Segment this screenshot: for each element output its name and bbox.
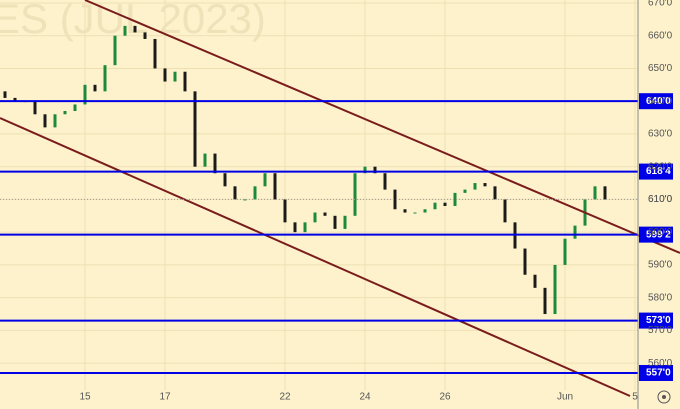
candle: [423, 209, 427, 213]
y-tick-label: 610'0: [648, 194, 673, 205]
candle: [203, 153, 207, 167]
settings-icon: [662, 395, 666, 399]
candle: [283, 199, 287, 223]
candle: [373, 166, 377, 174]
candle: [553, 264, 557, 315]
candle: [213, 153, 217, 174]
candle: [233, 186, 237, 200]
candle: [273, 173, 277, 200]
candle: [443, 202, 447, 206]
y-tick-label: 630'0: [648, 129, 673, 140]
candle: [243, 199, 247, 201]
level-box: [639, 364, 673, 381]
candle: [103, 65, 107, 92]
candle: [303, 222, 307, 233]
candle: [483, 183, 487, 187]
level-box: [639, 312, 673, 329]
candle: [323, 212, 327, 216]
y-tick-label: 640'0: [648, 96, 673, 107]
candle: [563, 238, 567, 265]
candle: [393, 189, 397, 210]
candle: [433, 202, 437, 210]
y-tick-label: 660'0: [648, 30, 673, 41]
level-box: [639, 163, 673, 180]
candle: [493, 186, 497, 200]
candle: [173, 71, 177, 82]
candle: [573, 225, 577, 239]
candle: [543, 287, 547, 315]
candle: [143, 32, 147, 39]
last-price-label: 610'0: [648, 194, 673, 205]
y-tick-label: 670'0: [648, 0, 673, 9]
candle: [193, 91, 197, 167]
settings-button[interactable]: [657, 390, 671, 404]
candle: [473, 183, 477, 190]
candle: [123, 25, 127, 36]
candle: [183, 71, 187, 92]
candle: [403, 209, 407, 213]
y-tick-label: 620'0: [648, 161, 673, 172]
candle: [463, 189, 467, 193]
candle: [3, 91, 7, 98]
y-tick-label: 590'0: [648, 260, 673, 271]
x-tick-label: 5: [632, 392, 638, 403]
candle: [503, 199, 507, 223]
candle: [603, 186, 607, 200]
x-tick-label: 26: [439, 392, 451, 403]
y-tick-label: 600'0: [648, 227, 673, 238]
channel-lower: [0, 117, 631, 397]
levels: 610'0 640'0 618'4 599'2 573'0 557'0: [0, 93, 680, 381]
candle: [113, 35, 117, 66]
x-tick-label: 15: [79, 392, 91, 403]
channel-upper: [84, 0, 680, 254]
candle: [363, 166, 367, 174]
y-tick-label: 650'0: [648, 63, 673, 74]
candle: [383, 173, 387, 190]
candle: [93, 84, 97, 92]
candle: [593, 186, 597, 200]
candle: [43, 114, 47, 128]
candle: [253, 186, 257, 200]
x-tick-label: 22: [279, 392, 291, 403]
candle: [353, 173, 357, 216]
last-price-box: [639, 191, 680, 208]
x-tick-label: 17: [159, 392, 171, 403]
x-tick-label: 24: [359, 392, 371, 403]
level-box: [639, 226, 673, 243]
candle: [523, 248, 527, 275]
candle: [413, 212, 417, 214]
candle: [73, 104, 77, 112]
candle: [63, 111, 67, 115]
candle: [13, 97, 17, 102]
candle: [133, 25, 137, 33]
candle: [533, 274, 537, 288]
candle: [223, 173, 227, 187]
x-tick-label: Jun: [557, 392, 573, 403]
level-box: [639, 93, 673, 110]
candle: [83, 84, 87, 105]
candle: [53, 114, 57, 128]
candle: [453, 192, 457, 206]
candle: [313, 212, 317, 223]
level-label: 599'2: [646, 229, 671, 240]
y-tick-label: 570'0: [648, 325, 673, 336]
y-tick-label: 560'0: [648, 358, 673, 369]
level-label: 640'0: [646, 96, 671, 107]
candle: [153, 38, 157, 69]
candle: [293, 222, 297, 233]
level-label: 573'0: [646, 315, 671, 326]
y-tick-label: 580'0: [648, 292, 673, 303]
level-label: 557'0: [646, 368, 671, 379]
candle: [163, 68, 167, 82]
candle: [343, 215, 347, 229]
candle: [263, 173, 267, 187]
candle: [33, 101, 37, 115]
candle: [333, 215, 337, 229]
level-label: 618'4: [646, 166, 671, 177]
